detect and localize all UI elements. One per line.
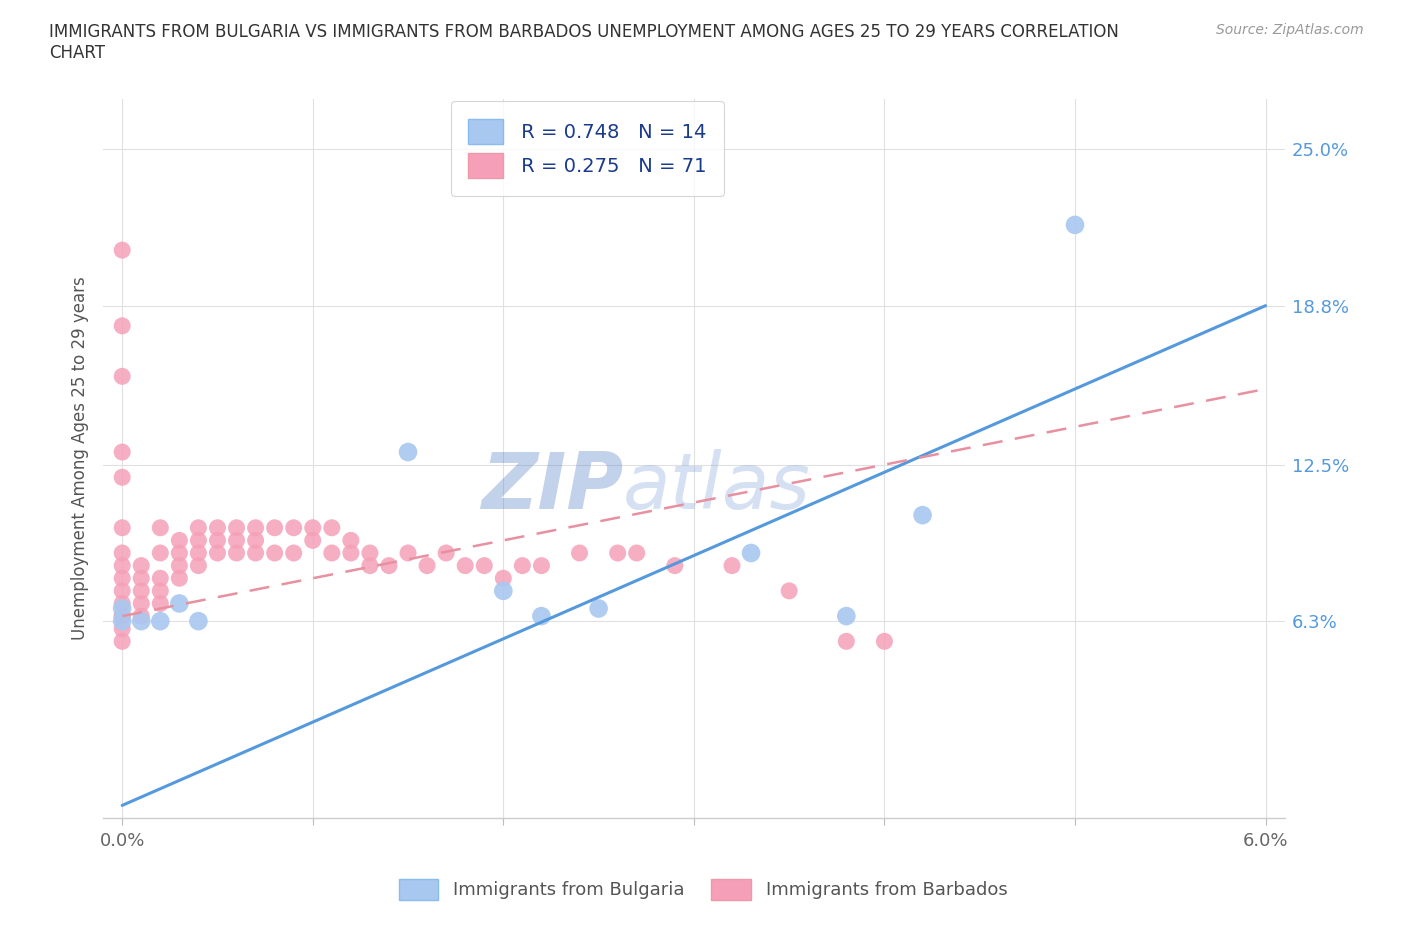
Point <box>225 533 247 548</box>
Point <box>111 558 134 573</box>
Point <box>225 520 247 535</box>
Point <box>207 546 229 561</box>
Point <box>873 634 896 649</box>
Point <box>1064 218 1087 232</box>
Point <box>568 546 591 561</box>
Point <box>169 546 191 561</box>
Point <box>149 571 172 586</box>
Point <box>129 558 152 573</box>
Point <box>530 608 553 623</box>
Legend: Immigrants from Bulgaria, Immigrants from Barbados: Immigrants from Bulgaria, Immigrants fro… <box>391 871 1015 907</box>
Point <box>340 533 363 548</box>
Point <box>340 546 363 561</box>
Point <box>111 243 134 258</box>
Point <box>129 583 152 598</box>
Point <box>626 546 648 561</box>
Point <box>111 520 134 535</box>
Point <box>721 558 744 573</box>
Point <box>149 583 172 598</box>
Point <box>740 546 762 561</box>
Point <box>129 571 152 586</box>
Point <box>111 571 134 586</box>
Point <box>207 533 229 548</box>
Point <box>434 546 457 561</box>
Point <box>129 596 152 611</box>
Point <box>492 583 515 598</box>
Point <box>321 546 343 561</box>
Point <box>911 508 934 523</box>
Point <box>245 520 267 535</box>
Point <box>396 445 419 459</box>
Point <box>283 546 305 561</box>
Point <box>301 520 323 535</box>
Point <box>835 608 858 623</box>
Point <box>359 558 381 573</box>
Point <box>111 601 134 616</box>
Point <box>321 520 343 535</box>
Point <box>472 558 495 573</box>
Point <box>169 533 191 548</box>
Point <box>454 558 477 573</box>
Point <box>111 318 134 333</box>
Point <box>149 596 172 611</box>
Point <box>149 546 172 561</box>
Point <box>416 558 439 573</box>
Point <box>111 614 134 629</box>
Point <box>111 445 134 459</box>
Point <box>606 546 628 561</box>
Point <box>169 596 191 611</box>
Point <box>301 533 323 548</box>
Point <box>187 533 209 548</box>
Point <box>588 601 610 616</box>
Point <box>187 558 209 573</box>
Point <box>187 520 209 535</box>
Point <box>492 571 515 586</box>
Point <box>149 614 172 629</box>
Point <box>225 546 247 561</box>
Point <box>111 634 134 649</box>
Point <box>359 546 381 561</box>
Point <box>111 546 134 561</box>
Point <box>263 520 285 535</box>
Point <box>187 546 209 561</box>
Point <box>530 558 553 573</box>
Point <box>111 596 134 611</box>
Point <box>169 558 191 573</box>
Point <box>263 546 285 561</box>
Legend:  R = 0.748   N = 14,  R = 0.275   N = 71: R = 0.748 N = 14, R = 0.275 N = 71 <box>451 101 724 196</box>
Point <box>149 520 172 535</box>
Point <box>187 614 209 629</box>
Point <box>835 634 858 649</box>
Point <box>512 558 534 573</box>
Point <box>778 583 800 598</box>
Point <box>207 520 229 535</box>
Point <box>396 546 419 561</box>
Point <box>664 558 686 573</box>
Point <box>129 608 152 623</box>
Y-axis label: Unemployment Among Ages 25 to 29 years: Unemployment Among Ages 25 to 29 years <box>72 276 89 640</box>
Point <box>245 533 267 548</box>
Point <box>111 470 134 485</box>
Point <box>169 571 191 586</box>
Text: IMMIGRANTS FROM BULGARIA VS IMMIGRANTS FROM BARBADOS UNEMPLOYMENT AMONG AGES 25 : IMMIGRANTS FROM BULGARIA VS IMMIGRANTS F… <box>49 23 1119 62</box>
Point <box>378 558 401 573</box>
Point <box>245 546 267 561</box>
Text: atlas: atlas <box>623 449 811 525</box>
Text: Source: ZipAtlas.com: Source: ZipAtlas.com <box>1216 23 1364 37</box>
Point <box>111 608 134 623</box>
Point <box>111 583 134 598</box>
Point <box>111 608 134 623</box>
Point <box>111 369 134 384</box>
Point <box>283 520 305 535</box>
Point <box>111 621 134 636</box>
Text: ZIP: ZIP <box>481 449 623 525</box>
Point <box>129 614 152 629</box>
